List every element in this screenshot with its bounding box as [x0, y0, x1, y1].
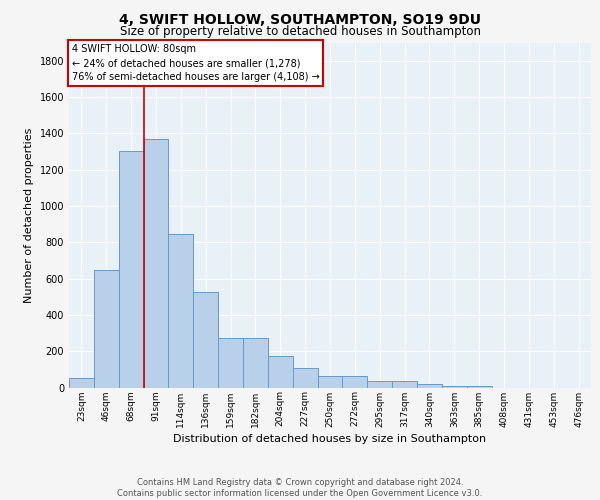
- Text: 4 SWIFT HOLLOW: 80sqm
← 24% of detached houses are smaller (1,278)
76% of semi-d: 4 SWIFT HOLLOW: 80sqm ← 24% of detached …: [71, 44, 319, 82]
- Bar: [218, 338, 243, 388]
- Bar: [69, 378, 94, 388]
- Bar: [392, 381, 417, 388]
- X-axis label: Distribution of detached houses by size in Southampton: Distribution of detached houses by size …: [173, 434, 487, 444]
- Bar: [317, 376, 343, 388]
- Bar: [367, 380, 392, 388]
- Text: Contains HM Land Registry data © Crown copyright and database right 2024.
Contai: Contains HM Land Registry data © Crown c…: [118, 478, 482, 498]
- Bar: [143, 138, 169, 388]
- Bar: [193, 292, 218, 388]
- Bar: [467, 386, 491, 388]
- Bar: [343, 376, 367, 388]
- Text: 4, SWIFT HOLLOW, SOUTHAMPTON, SO19 9DU: 4, SWIFT HOLLOW, SOUTHAMPTON, SO19 9DU: [119, 12, 481, 26]
- Bar: [417, 384, 442, 388]
- Y-axis label: Number of detached properties: Number of detached properties: [24, 128, 34, 302]
- Bar: [169, 234, 193, 388]
- Bar: [94, 270, 119, 388]
- Bar: [119, 152, 143, 388]
- Bar: [442, 386, 467, 388]
- Bar: [293, 368, 317, 388]
- Text: Size of property relative to detached houses in Southampton: Size of property relative to detached ho…: [119, 25, 481, 38]
- Bar: [268, 356, 293, 388]
- Bar: [243, 338, 268, 388]
